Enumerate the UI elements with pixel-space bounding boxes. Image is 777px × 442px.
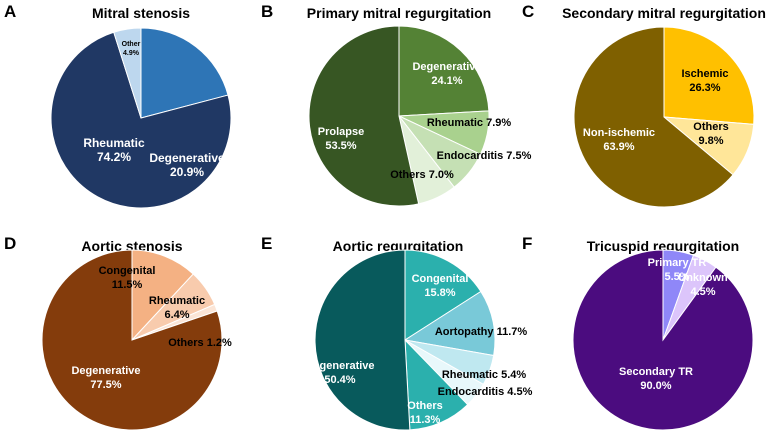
panel-letter: A [4,2,17,21]
pie-slice-degenerative [398,25,490,117]
chart-title: Secondary mitral regurgitation [562,5,766,21]
slice-label-secondary-tr: Secondary TR 90.0% [619,366,693,392]
slice-label-rheumatic: Rheumatic 7.9% [427,117,512,129]
panel-primary-mitral-regurgitation: B Primary mitral regurgitation Degenerat… [259,0,532,221]
panel-letter: E [261,234,273,253]
pie-slice-congenital [404,249,482,341]
pie-chart: Congenital 11.5% Rheumatic 6.4% Others 1.2% D… [41,249,232,431]
chart-title: Mitral stenosis [91,5,191,21]
slice-label-unknown: Unknown 4.5% [678,272,728,298]
chart-title: Aortic stenosis [81,238,183,254]
slice-label-others: Others 7.0% [390,169,454,181]
slice-label-others: Others 1.2% [168,337,232,349]
pie-slice-degenerative [140,27,229,119]
slice-label-primary-tr: Primary TR 5.5% [648,257,707,283]
pie-chart: Degenerative 20.9%Rheumatic 74.2% Other 4.9% [50,27,232,209]
panel-mitral-stenosis: A Mitral stenosis Degenerative 20.9% Rheum… [0,0,259,221]
slice-label-others: Others 9.8% [693,121,728,147]
slice-label-ischemic: Ischemic 26.3% [681,68,728,94]
chart-title: Primary mitral regurgitation [306,5,492,21]
slice-label-non-ischemic: Non-ischemic 63.9% [583,127,655,153]
slice-label-others: Others 11.3% [407,400,442,426]
pie-slice-degenerative [41,249,223,431]
slice-label-rheumatic: Rheumatic 74.2% [83,136,145,164]
panel-letter: B [261,2,274,21]
pie-slice-non-ischemic [573,26,734,208]
slice-label-congenital: Congenital 15.8% [412,273,469,299]
slice-label-congenital: Congenital 11.5% [99,265,156,291]
pie-slice-other [113,27,142,119]
panel-aortic-regurgitation: E Aortic regurgitation Congenital 15.8% Ao… [259,221,533,442]
slice-label-degenerative: Degenerative 24.1% [412,61,481,87]
pie-chart: Ischemic 26.3% Others 9.8% Non-ischemic 63.9% [573,26,755,208]
pie-slice-degenerative [314,249,411,431]
slice-label-endocarditis: Endocarditis 4.5% [438,386,533,398]
pie-chart: Primary TR 5.5%Unknown 4.5% Secondary TR 90.… [572,249,754,431]
panel-aortic-stenosis: D Aortic stenosis Congenital 11.5% Rheumat… [0,221,259,442]
panel-secondary-mitral-regurgitation: C Secondary mitral regurgitation Ischemi… [518,0,777,221]
chart-title: Tricuspid regurgitation [586,238,740,254]
panel-tricuspid-regurgitation: F Tricuspid regurgitation Primary TR 5.5%… [518,221,777,442]
pie-slice-others [404,338,469,431]
pie-slice-aortopathy [403,290,496,357]
slice-label-degenerative: Degenerative 20.9% [149,151,225,179]
slice-label-prolapse: Prolapse 53.5% [318,126,364,152]
panel-letter: D [4,234,17,253]
pie-slice-prolapse [308,25,420,207]
pie-chart: Congenital 15.8% Aortopathy 11.7% Rheumatic… [305,249,533,431]
pie-slice-congenital [131,249,194,342]
slice-label-aortopathy: Aortopathy 11.7% [435,326,528,338]
slice-label-other: Other 4.9% [122,41,141,57]
chart-title: Aortic regurgitation [332,238,464,254]
pie-slice-rheumatic [50,31,232,209]
panel-letter: C [522,2,535,21]
slice-label-endocarditis: Endocarditis 7.5% [437,150,532,162]
pie-slice-secondary-tr [572,249,754,431]
pie-chart: Degenerative 24.1% Rheumatic 7.9% Endocardi… [308,25,532,207]
slice-label-rheumatic: Rheumatic 5.4% [442,369,527,381]
slice-label-degenerative: Degenerative 50.4% [305,360,374,386]
slice-label-degenerative: Degenerative 77.5% [71,365,140,391]
slice-label-rheumatic: Rheumatic 6.4% [149,295,205,321]
pie-slice-ischemic [663,26,755,125]
panel-letter: F [522,234,533,253]
